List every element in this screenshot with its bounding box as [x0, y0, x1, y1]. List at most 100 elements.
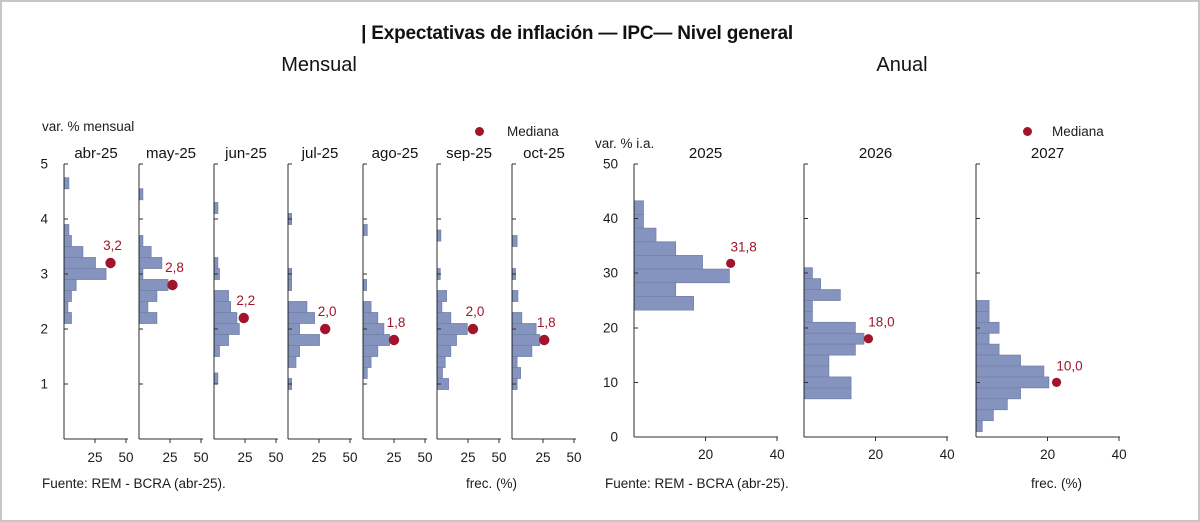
median-legend-label: Mediana [1052, 124, 1104, 139]
x-axis-tick-label: 25 [162, 450, 177, 465]
histogram-bar [804, 365, 830, 378]
histogram-bar [976, 365, 1045, 378]
histogram-bar [634, 296, 694, 311]
histogram-bar [363, 312, 379, 324]
x-axis-tick-label: 50 [342, 450, 357, 465]
histogram-bar [634, 282, 677, 297]
histogram-bar [139, 279, 169, 291]
y-axis-tick-label: 30 [603, 266, 618, 281]
y-axis-tick-label: 20 [603, 320, 618, 335]
histogram-bar [512, 367, 521, 379]
histogram-bar [512, 323, 537, 335]
panel-title: oct-25 [523, 145, 565, 162]
y-axis-tick-label: 2 [40, 322, 48, 337]
x-axis-tick-label: 25 [237, 450, 252, 465]
histogram-bar [976, 311, 990, 323]
x-axis-tick-label: 50 [118, 450, 133, 465]
panel-oct-25: 25 50 oct-25 1,8 [511, 145, 582, 465]
median-legend-dot [1023, 127, 1032, 136]
histogram-bar [363, 224, 368, 236]
histogram-bar [976, 354, 1021, 367]
y-axis-tick-label: 1 [40, 377, 48, 392]
x-axis-tick-label: 50 [491, 450, 506, 465]
histogram-bar [634, 241, 677, 256]
histogram-bar [363, 345, 379, 357]
x-axis-tick-label: 40 [1112, 447, 1127, 462]
median-value-label: 2,0 [318, 304, 337, 319]
histogram-bar [976, 409, 994, 422]
histogram-bar [634, 200, 644, 215]
median-legend-dot [475, 127, 484, 136]
histogram-bar [976, 376, 1050, 389]
histogram-bar [804, 332, 865, 345]
histogram-bar [139, 301, 149, 313]
histogram-bar [804, 289, 841, 301]
panel-ago-25: 25 50 ago-25 1,8 [362, 145, 433, 465]
histogram-bar [437, 334, 457, 346]
histogram-bar [804, 311, 813, 323]
median-legend-label: Mediana [507, 124, 559, 139]
histogram-bar [437, 290, 447, 302]
panel-title: jul-25 [301, 145, 339, 162]
histogram-bar [214, 301, 232, 313]
histogram-bar [804, 354, 830, 367]
histogram-bar [214, 290, 229, 302]
y-axis-tick-label: 10 [603, 375, 618, 390]
median-dot [1051, 377, 1062, 387]
panel-title: 2025 [689, 145, 722, 162]
histogram-bar [437, 345, 452, 357]
source-note-monthly: Fuente: REM - BCRA (abr-25). [42, 476, 226, 491]
histogram-bar [288, 356, 297, 368]
histogram-bar [64, 177, 70, 190]
median-dot [167, 279, 178, 291]
histogram-bar [214, 334, 229, 346]
x-axis-tick-label: 50 [417, 450, 432, 465]
x-axis-tick-label: 20 [868, 447, 883, 462]
median-value-label: 2,0 [466, 304, 485, 319]
histogram-bar [437, 356, 446, 368]
histogram-bar [437, 229, 442, 242]
x-axis-tick-label: 40 [940, 447, 955, 462]
median-value-label: 10,0 [1056, 358, 1082, 373]
y-axis-unit-annual: var. % i.a. [595, 136, 655, 151]
x-axis-tick-label: 50 [193, 450, 208, 465]
panel-title: sep-25 [446, 145, 492, 162]
median-dot [863, 334, 874, 344]
panel-abr-25: 25 50 abr-25 3,2 [63, 145, 134, 465]
histogram-bar [804, 376, 852, 389]
x-axis-tick-label: 25 [311, 450, 326, 465]
histogram-bar [976, 387, 1021, 400]
median-dot [388, 334, 400, 346]
median-dot [726, 258, 736, 268]
histogram-bar [214, 257, 219, 269]
panel-title: abr-25 [74, 145, 117, 162]
histogram-bar [634, 214, 644, 229]
histogram-bar [437, 323, 468, 335]
histogram-bar [804, 278, 822, 290]
histogram-bar [363, 356, 372, 368]
x-axis-tick-label: 40 [770, 447, 785, 462]
histogram-bar [363, 334, 390, 346]
median-value-label: 18,0 [868, 315, 894, 330]
histogram-bar [437, 312, 452, 324]
panel-sep-25: 25 50 sep-25 2,0 [436, 145, 507, 465]
histogram-bar [288, 279, 292, 291]
histogram-bar [139, 257, 163, 269]
x-axis-unit-annual: frec. (%) [1030, 476, 1082, 491]
y-axis-unit-monthly: var. % mensual [42, 119, 135, 134]
histogram-bar [804, 343, 856, 356]
x-axis-tick-label: 50 [566, 450, 581, 465]
histogram-bar [214, 323, 240, 335]
histogram-bar [288, 301, 308, 313]
panel-title: jun-25 [224, 145, 267, 162]
median-dot [467, 323, 479, 335]
histogram-bar [363, 367, 368, 379]
histogram-bar [214, 345, 220, 357]
histogram-bar [139, 246, 152, 258]
x-axis-tick-label: 25 [87, 450, 102, 465]
panel-2027: 20 40 2027 10,0 [975, 145, 1127, 462]
histogram-bar [139, 235, 144, 247]
section-heading-annual: Anual [876, 54, 928, 76]
panel-title: may-25 [146, 145, 196, 162]
